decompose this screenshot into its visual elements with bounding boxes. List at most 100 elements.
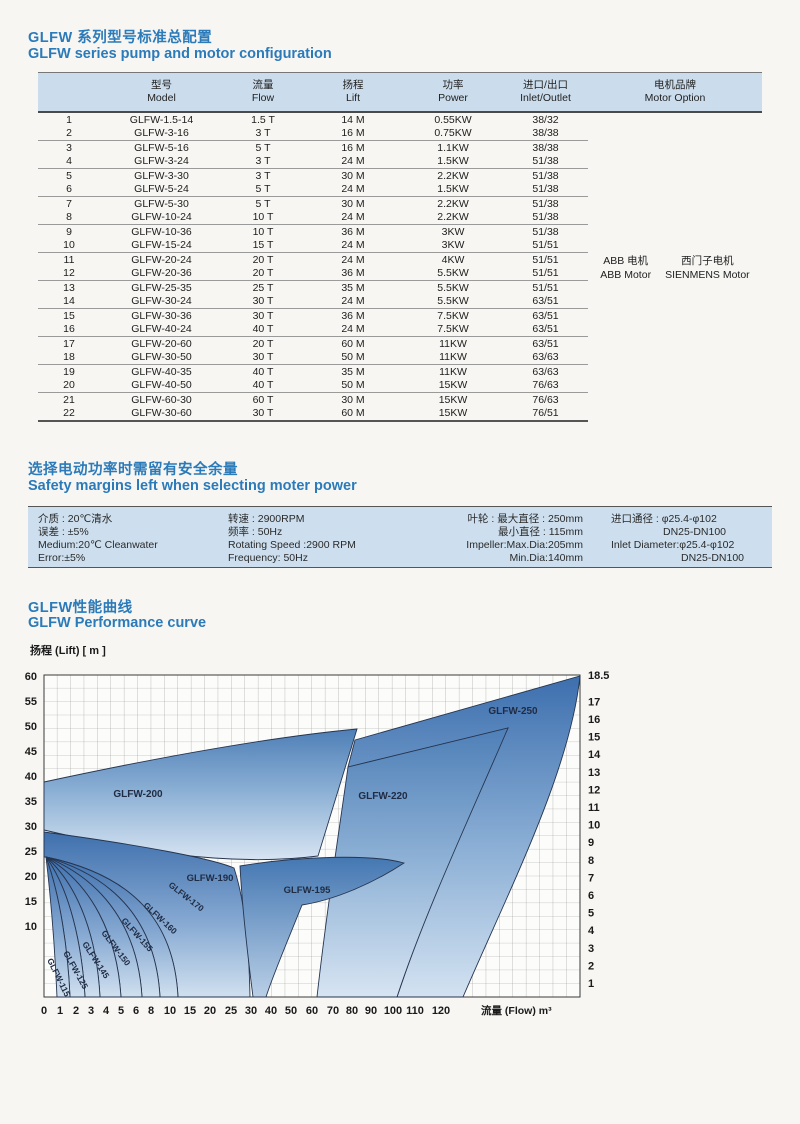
safety-spec-line: 转速 : 2900RPM: [228, 513, 305, 525]
table-cell: GLFW-40-35: [131, 365, 192, 378]
table-cell: 3: [66, 141, 72, 154]
table-cell: 24 M: [341, 155, 365, 168]
table-header-cell: 扬程 Lift: [342, 79, 364, 104]
table-cell: 30 M: [341, 393, 365, 406]
axis-tick: 2: [73, 1005, 79, 1017]
table-cell: 3 T: [255, 127, 271, 140]
table-cell: 9: [66, 225, 72, 238]
table-cell: 16 M: [341, 127, 365, 140]
table-cell: 14 M: [341, 113, 365, 126]
table-row: 4 GLFW-3-24 3 T 24 M 1.5KW 51/38: [38, 155, 588, 169]
table-cell: 51/51: [532, 253, 559, 266]
table-cell: 3KW: [441, 225, 465, 238]
table-row-group: 9 GLFW-10-36 10 T 36 M 3KW 51/38 10 GLFW-15-24 1…: [38, 225, 588, 253]
axis-tick: 8: [588, 855, 594, 867]
table-row: 16 GLFW-40-24 40 T 24 M 7.5KW 63/51: [38, 323, 588, 337]
table-cell: 12: [63, 267, 75, 280]
table-row: 7 GLFW-5-30 5 T 30 M 2.2KW 51/38: [38, 197, 588, 211]
table-cell: GLFW-25-35: [131, 281, 192, 294]
table-cell: 21: [63, 393, 75, 406]
table-row: 1 GLFW-1.5-14 1.5 T 14 M 0.55KW 38/32: [38, 113, 588, 127]
table-cell: 24 M: [341, 183, 365, 196]
table-cell: 20: [63, 379, 75, 392]
table-cell: 5.5KW: [437, 281, 469, 294]
axis-tick: 2: [588, 960, 594, 972]
table-cell: 13: [63, 281, 75, 294]
table-cell: GLFW-10-24: [131, 211, 192, 224]
table-row: 19 GLFW-40-35 40 T 35 M 11KW 63/63: [38, 365, 588, 379]
table-cell: 76/63: [532, 393, 559, 406]
region-glfw-220: [316, 727, 509, 998]
table-row-group: 13 GLFW-25-35 25 T 35 M 5.5KW 51/51 14 GLFW-30-…: [38, 281, 588, 309]
motor-option-cell: ABB 电机 ABB Motor 西门子电机 SIENMENS Motor: [588, 113, 762, 422]
axis-tick: 3: [88, 1005, 94, 1017]
axis-tick: 14: [588, 749, 601, 761]
performance-chart: 605550454035302520151018.517161514131211…: [25, 670, 610, 1017]
region-label-glfw-250: GLFW-250: [488, 706, 538, 717]
chart-label: 流量 (Flow) m³: [481, 1004, 552, 1017]
table-cell: 14: [63, 295, 75, 308]
axis-tick: 5: [588, 908, 594, 920]
table-cell: 51/38: [532, 225, 559, 238]
table-cell: 15: [63, 309, 75, 322]
safety-spec-line: DN25-DN100: [681, 552, 745, 564]
table-cell: 38/32: [532, 113, 559, 126]
axis-tick: 50: [285, 1005, 297, 1017]
axis-tick: 4: [103, 1005, 110, 1017]
table-cell: 4: [66, 155, 72, 168]
section2-title-cn: 选择电动功率时需留有安全余量: [28, 462, 238, 478]
axis-tick: 25: [225, 1005, 237, 1017]
table-cell: 15KW: [438, 379, 468, 392]
table-cell: 63/51: [532, 337, 559, 350]
table-cell: 63/51: [532, 323, 559, 336]
table-cell: 10: [63, 239, 75, 252]
motor-abb-cn: ABB 电机: [603, 254, 649, 267]
table-cell: GLFW-60-30: [131, 393, 192, 406]
section1-title-en: GLFW series pump and motor configuration: [28, 46, 332, 62]
safety-spec-line: Min.Dia:140mm: [509, 552, 583, 564]
axis-tick: 45: [25, 746, 37, 758]
axis-tick: 90: [365, 1005, 377, 1017]
safety-specs-box: 介质 : 20℃清水 误差 : ±5% Medium:20℃ Cleanwater E…: [28, 506, 772, 568]
table-cell: 5.5KW: [437, 267, 469, 280]
table-cell: GLFW-20-60: [131, 337, 192, 350]
table-row: 18 GLFW-30-50 30 T 50 M 11KW 63/63: [38, 351, 588, 365]
table-row-group: 7 GLFW-5-30 5 T 30 M 2.2KW 51/38 8 GLFW-10-24 10…: [38, 197, 588, 225]
safety-spec-line: 进口通径 : φ25.4-φ102: [611, 513, 717, 525]
axis-tick: 18.5: [588, 670, 609, 682]
table-cell: GLFW-3-16: [134, 127, 189, 140]
axis-tick: 9: [588, 837, 594, 849]
safety-spec-line: 叶轮 : 最大直径 : 250mm: [467, 513, 583, 525]
safety-spec-line: 频率 : 50Hz: [228, 526, 283, 538]
axis-tick: 1: [588, 978, 594, 990]
table-row: 2 GLFW-3-16 3 T 16 M 0.75KW 38/38: [38, 127, 588, 141]
table-row: 14 GLFW-30-24 30 T 24 M 5.5KW 63/51: [38, 295, 588, 309]
axis-tick: 120: [432, 1005, 450, 1017]
table-cell: 38/38: [532, 141, 559, 154]
table-cell: 6: [66, 183, 72, 196]
axis-tick: 70: [327, 1005, 339, 1017]
motor-option-siemens: 西门子电机 SIENMENS Motor: [665, 254, 750, 282]
table-cell: 60 M: [341, 337, 365, 350]
table-cell: 15 T: [252, 239, 274, 252]
table-row: 13 GLFW-25-35 25 T 35 M 5.5KW 51/51: [38, 281, 588, 295]
table-cell: GLFW-1.5-14: [129, 113, 194, 126]
table-cell: 24 M: [341, 323, 365, 336]
motor-abb-en: ABB Motor: [600, 268, 652, 281]
region-label-glfw-200: GLFW-200: [113, 789, 163, 800]
safety-spec-line: 介质 : 20℃清水: [38, 513, 113, 525]
safety-spec-line: Impeller:Max.Dia:205mm: [466, 539, 583, 551]
axis-tick: 15: [25, 896, 37, 908]
safety-spec-line: Medium:20℃ Cleanwater: [38, 539, 158, 551]
table-cell: 5 T: [255, 141, 271, 154]
table-cell: 5 T: [255, 197, 271, 210]
table-cell: 5: [66, 169, 72, 182]
safety-spec-column: 转速 : 2900RPM 频率 : 50Hz Rotating Speed :290…: [228, 513, 408, 567]
axis-tick: 13: [588, 767, 600, 779]
safety-spec-line: DN25-DN100: [663, 526, 727, 538]
axis-tick: 3: [588, 943, 594, 955]
table-cell: 60 T: [252, 393, 274, 406]
motor-siemens-en: SIENMENS Motor: [665, 268, 750, 281]
region-label-glfw-190: GLFW-190: [187, 873, 234, 884]
